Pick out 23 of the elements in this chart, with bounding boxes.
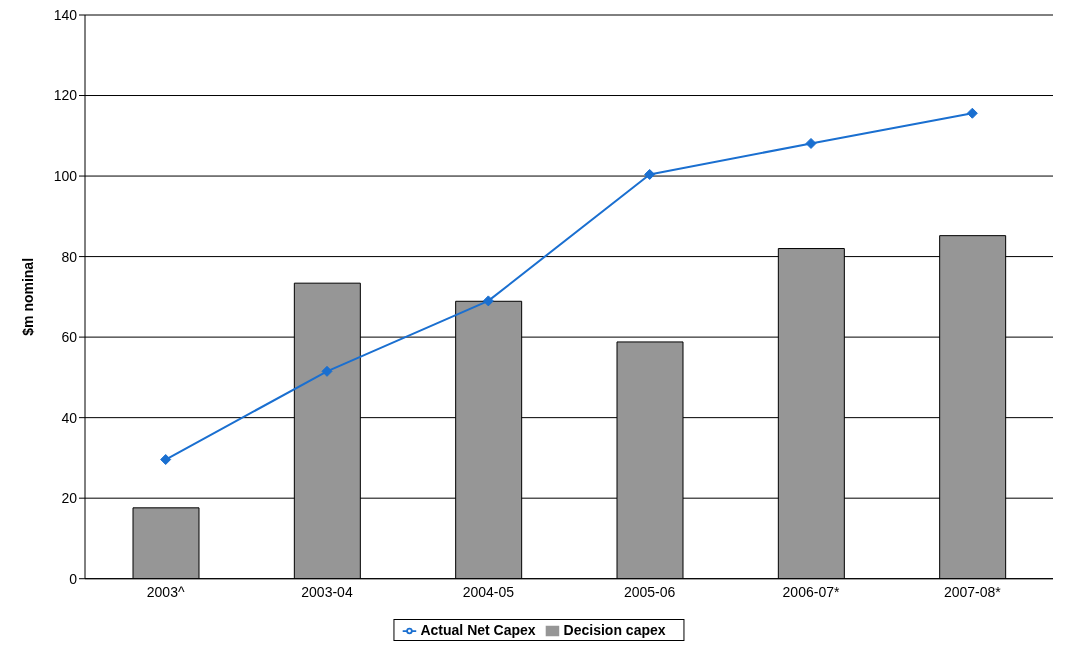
point [966, 107, 978, 119]
y-tick-label: 0 [69, 570, 78, 587]
y-tick-label: 140 [53, 6, 78, 23]
x-tick-label: 2003-04 [301, 583, 353, 600]
y-tick-label: 80 [61, 248, 78, 265]
point [160, 454, 172, 466]
y-tick-label: 60 [61, 329, 78, 346]
legend-label: Actual Net Capex [420, 621, 536, 638]
y-tick-label: 100 [53, 168, 78, 185]
y-tick-label: 120 [53, 87, 78, 104]
x-tick-label: 2007-08* [943, 583, 1002, 600]
y-axis-title: $m nominal [19, 257, 36, 336]
point [321, 365, 333, 377]
x-tick-label: 2006-07* [782, 583, 840, 600]
point [482, 295, 494, 307]
x-tick-label: 2004-05 [462, 583, 515, 600]
point [644, 168, 656, 180]
x-tick-label: 2005-06 [623, 583, 676, 600]
x-tick-label: 2003^ [146, 583, 185, 600]
legend-label: Decision capex [563, 621, 666, 638]
y-tick-label: 20 [61, 490, 78, 507]
point [805, 137, 817, 149]
y-tick-label: 40 [61, 409, 78, 426]
